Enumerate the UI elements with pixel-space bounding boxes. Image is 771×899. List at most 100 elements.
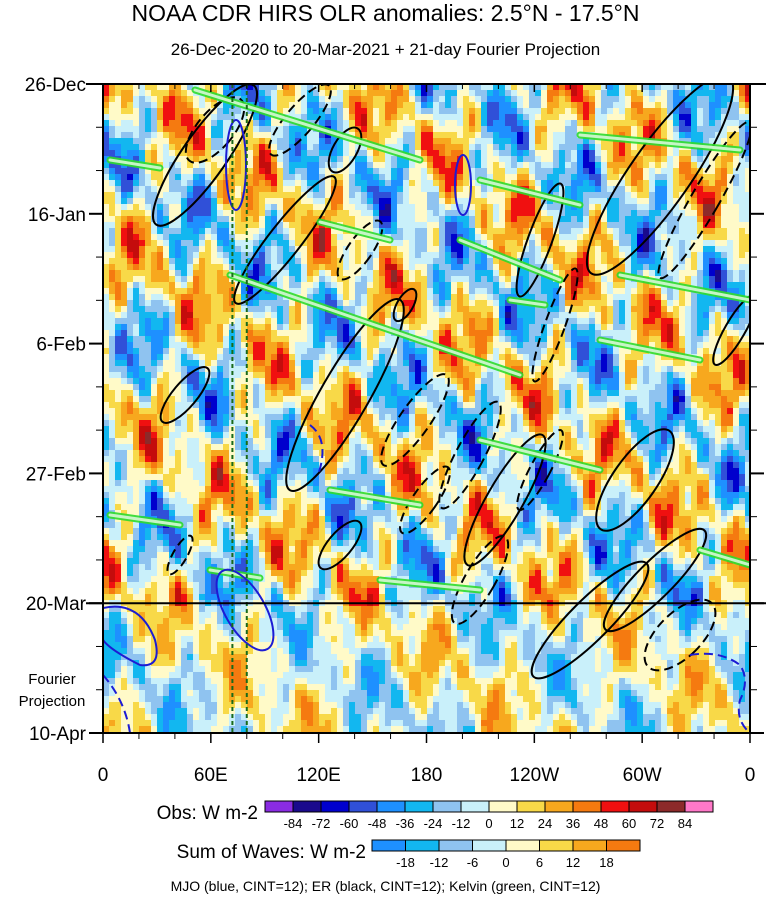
heat-cell [199,126,205,132]
heat-cell [619,132,625,138]
heat-cell [319,138,325,144]
heat-cell [427,138,433,144]
heat-cell [175,102,181,108]
heat-cell [145,396,151,402]
heat-cell [385,108,391,114]
heat-cell [469,378,475,384]
heat-cell [223,318,229,324]
heat-cell [199,342,205,348]
heat-cell [109,348,115,354]
heat-cell [607,348,613,354]
heat-cell [289,150,295,156]
heat-cell [499,84,505,90]
heat-cell [157,312,163,318]
heat-cell [277,156,283,162]
heat-cell [385,258,391,264]
heat-cell [673,270,679,276]
heat-cell [331,312,337,318]
heat-cell [403,294,409,300]
heat-cell [505,246,511,252]
heat-cell [661,108,667,114]
heat-cell [655,144,661,150]
heat-cell [589,240,595,246]
heat-cell [367,384,373,390]
heat-cell [127,222,133,228]
heat-cell [481,162,487,168]
heat-cell [481,102,487,108]
heat-cell [337,378,343,384]
heat-cell [691,108,697,114]
heat-cell [151,264,157,270]
heat-cell [295,174,301,180]
heat-cell [289,258,295,264]
heat-cell [127,174,133,180]
heat-cell [439,270,445,276]
heat-cell [187,246,193,252]
heat-cell [715,330,721,336]
heat-cell [727,324,733,330]
heat-cell [199,384,205,390]
heat-cell [511,132,517,138]
heat-cell [307,252,313,258]
heat-cell [103,264,109,270]
heat-cell [331,162,337,168]
heat-cell [433,360,439,366]
heat-cell [109,234,115,240]
heat-cell [649,222,655,228]
heat-cell [721,402,727,408]
heat-cell [235,240,241,246]
heat-cell [649,180,655,186]
heat-cell [277,126,283,132]
heat-cell [211,210,217,216]
heat-cell [661,126,667,132]
heat-cell [457,294,463,300]
heat-cell [577,300,583,306]
heat-cell [283,360,289,366]
heat-cell [493,84,499,90]
heat-cell [433,366,439,372]
heat-cell [295,222,301,228]
heat-cell [607,162,613,168]
heat-cell [463,228,469,234]
heat-cell [547,210,553,216]
heat-cell [139,324,145,330]
heat-cell [571,300,577,306]
heat-cell [625,294,631,300]
heat-cell [697,318,703,324]
heat-cell [427,264,433,270]
heat-cell [463,216,469,222]
heat-cell [217,300,223,306]
heat-cell [661,84,667,90]
heat-cell [475,330,481,336]
heat-cell [487,336,493,342]
heat-cell [301,270,307,276]
heat-cell [361,132,367,138]
heat-cell [607,258,613,264]
heat-cell [355,336,361,342]
heat-cell [655,312,661,318]
heat-cell [661,372,667,378]
heat-cell [655,132,661,138]
heat-cell [673,306,679,312]
heat-cell [187,234,193,240]
heat-cell [451,330,457,336]
heat-cell [595,324,601,330]
heat-cell [391,402,397,408]
heat-cell [163,276,169,282]
heat-cell [475,336,481,342]
heat-cell [631,228,637,234]
heat-cell [343,210,349,216]
heat-cell [673,294,679,300]
heat-cell [403,132,409,138]
heat-cell [223,294,229,300]
heat-cell [397,354,403,360]
heat-cell [421,228,427,234]
heat-cell [463,120,469,126]
heat-cell [139,294,145,300]
heat-cell [601,342,607,348]
heat-cell [145,84,151,90]
heat-cell [157,324,163,330]
heat-cell [319,246,325,252]
heat-cell [691,120,697,126]
heat-cell [631,306,637,312]
